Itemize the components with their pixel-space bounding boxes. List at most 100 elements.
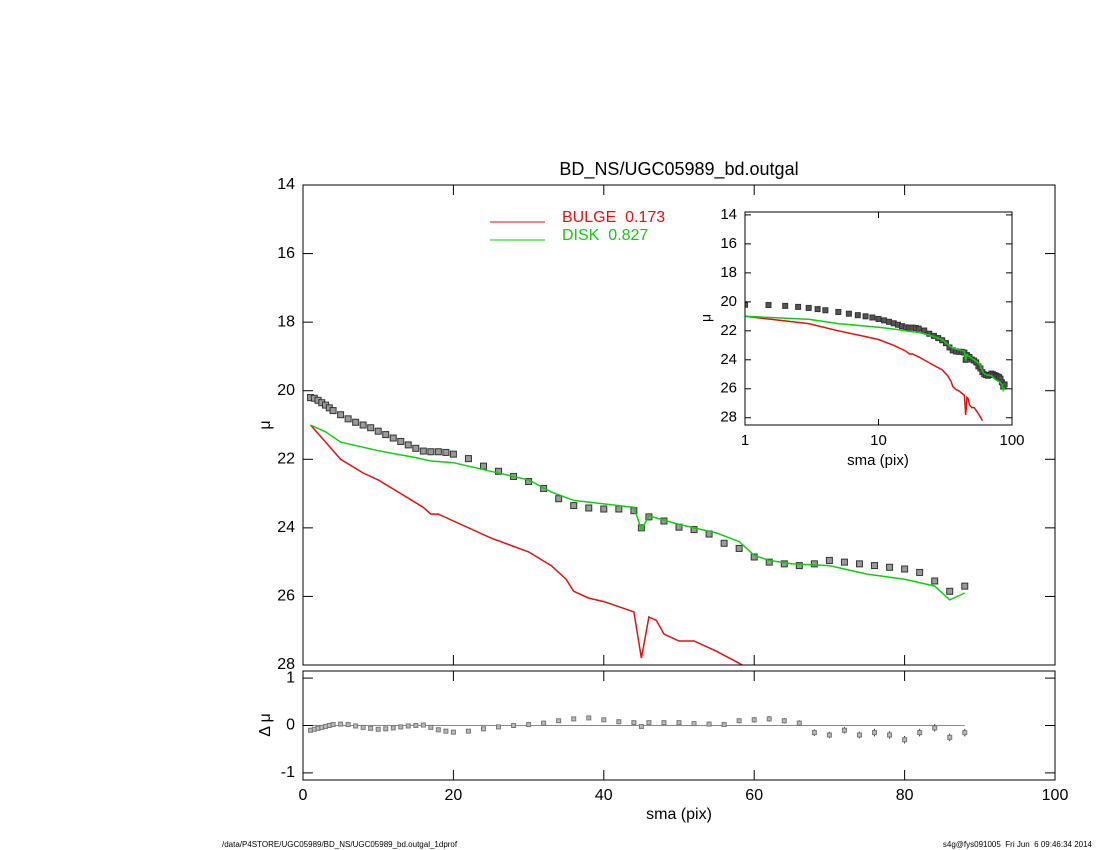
residual-point (736, 718, 742, 724)
legend-label: DISK 0.827 (562, 227, 648, 244)
residual-point (751, 717, 757, 723)
axes-frame (744, 211, 1013, 426)
x-tick-label: 60 (745, 787, 763, 804)
model-line (745, 315, 1006, 393)
data-point (845, 310, 852, 317)
residual-point (616, 719, 622, 725)
model-line (745, 315, 984, 422)
y-tick-label: 16 (720, 235, 737, 252)
y-axis-label: μ (257, 420, 274, 429)
footer-stamp: s4g@fys091005 Fri Jun 6 09:46:34 2014 (943, 840, 1093, 849)
data-point (822, 307, 829, 314)
data-point (915, 325, 922, 332)
residual-point (443, 728, 449, 734)
residual-point (706, 721, 712, 727)
residual-point (586, 715, 592, 721)
residual-point (841, 727, 847, 733)
residual-point (496, 724, 502, 730)
residual-point (375, 726, 381, 732)
residual-point (413, 723, 419, 728)
x-tick-label: 10 (870, 432, 887, 449)
data-point (389, 434, 397, 442)
x-tick-label: 20 (445, 787, 463, 804)
data-point (782, 302, 789, 309)
chart-title: BD_NS/UGC05989_bd.outgal (559, 159, 798, 180)
data-point (810, 560, 818, 568)
residual-point (511, 723, 517, 728)
data-point (875, 315, 882, 322)
y-tick-label: 24 (277, 519, 295, 536)
residual-point (932, 725, 938, 731)
y-tick-label: 26 (720, 380, 737, 397)
residual-point (526, 722, 532, 728)
plot-area (745, 301, 1008, 422)
data-point (479, 462, 487, 470)
y-tick-label: 24 (720, 351, 737, 368)
y-tick-label: 20 (720, 293, 737, 310)
data-point (570, 502, 578, 510)
data-point (367, 424, 375, 432)
residual-point (781, 718, 787, 724)
inset-x-axis-label: sma (pix) (847, 452, 909, 469)
residual-point (811, 730, 817, 736)
data-point (805, 304, 812, 311)
data-point (442, 448, 450, 456)
data-point (359, 421, 367, 429)
data-point (886, 563, 894, 571)
data-point (690, 526, 698, 534)
residual-point (826, 732, 832, 738)
data-point (946, 587, 954, 595)
data-point (869, 314, 876, 321)
data-point (720, 539, 728, 547)
residual-point (345, 722, 351, 728)
legend-label: BULGE 0.173 (562, 209, 665, 226)
footer-path: /data/P4STORE/UGC05989/BD_NS/UGC05989_bd… (222, 840, 458, 849)
data-point (961, 582, 969, 590)
y-tick-label: 26 (277, 588, 295, 605)
data-point (585, 504, 593, 512)
residual-point (638, 723, 644, 729)
residual-point (480, 726, 486, 732)
residual-point (676, 720, 682, 726)
data-point (374, 427, 382, 435)
data-point (795, 562, 803, 570)
residual-point (917, 730, 923, 736)
data-point (862, 313, 869, 320)
x-tick-label: 80 (896, 787, 914, 804)
residual-point (856, 732, 862, 738)
residual-point (330, 722, 336, 728)
data-point (881, 317, 888, 324)
data-point (427, 448, 435, 456)
plot-area (307, 394, 969, 665)
y-tick-label: 16 (277, 245, 295, 262)
residual-point (962, 730, 968, 736)
x-tick-label: 1 (741, 432, 749, 449)
data-point (854, 312, 861, 319)
x-axis-label: sma (pix) (646, 806, 712, 823)
data-point (814, 306, 821, 313)
data-point (745, 301, 748, 308)
y-tick-label: 14 (720, 206, 737, 223)
residual-point (428, 724, 434, 730)
residual-point (796, 720, 802, 726)
y-tick-label: -1 (281, 764, 295, 781)
y-tick-label: 28 (720, 409, 737, 426)
residual-point (398, 724, 404, 730)
data-point (901, 565, 909, 573)
y-axis-label: Δ μ (257, 713, 274, 736)
data-point (921, 327, 928, 334)
data-point (735, 544, 743, 552)
data-point (795, 303, 802, 310)
residual-point (435, 727, 441, 733)
data-point (337, 411, 345, 419)
data-point (600, 505, 608, 513)
residual-point (721, 722, 727, 728)
residual-point (353, 723, 359, 729)
y-tick-label: 20 (277, 382, 295, 399)
data-point (352, 418, 360, 426)
y-tick-label: 14 (277, 176, 295, 193)
residual-point (450, 729, 456, 735)
data-point (495, 467, 503, 475)
model-line (309, 424, 744, 665)
